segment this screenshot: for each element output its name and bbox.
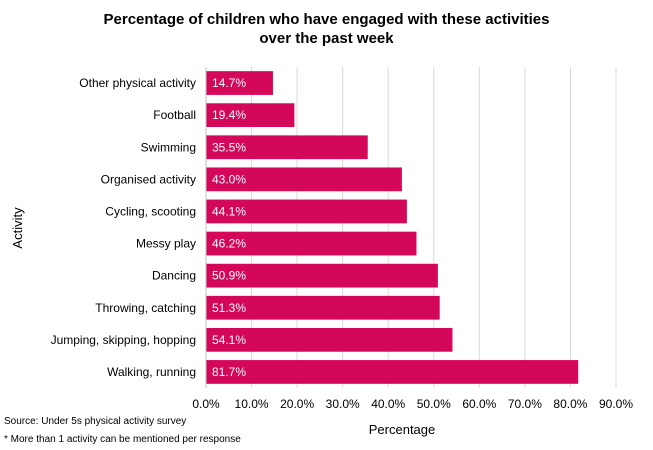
category-label: Organised activity bbox=[101, 172, 196, 186]
x-tick-label: 20.0% bbox=[280, 397, 314, 411]
source-note: Source: Under 5s physical activity surve… bbox=[4, 416, 187, 427]
x-tick-label: 40.0% bbox=[371, 397, 405, 411]
bar bbox=[206, 103, 295, 128]
chart-title: Percentage of children who have engaged … bbox=[0, 10, 653, 48]
bar bbox=[206, 199, 407, 224]
x-tick-label: 50.0% bbox=[417, 397, 451, 411]
bar bbox=[206, 295, 440, 320]
bar-value-label: 35.5% bbox=[212, 140, 246, 154]
x-tick-label: 90.0% bbox=[599, 397, 633, 411]
bar bbox=[206, 71, 273, 95]
category-label: Jumping, skipping, hopping bbox=[51, 333, 196, 347]
bar-value-label: 81.7% bbox=[212, 365, 246, 379]
bar-value-label: 54.1% bbox=[212, 333, 246, 347]
bar-value-label: 14.7% bbox=[212, 76, 246, 90]
bar bbox=[206, 263, 438, 288]
bar-value-label: 46.2% bbox=[212, 237, 246, 251]
bar-value-label: 50.9% bbox=[212, 269, 246, 283]
chart-title-line-2: over the past week bbox=[259, 30, 394, 47]
category-label: Dancing bbox=[152, 269, 196, 283]
category-label: Throwing, catching bbox=[95, 301, 196, 315]
bar bbox=[206, 360, 579, 384]
x-tick-label: 10.0% bbox=[235, 397, 269, 411]
x-tick-label: 30.0% bbox=[326, 397, 360, 411]
response-note: * More than 1 activity can be mentioned … bbox=[4, 434, 241, 445]
x-tick-label: 80.0% bbox=[553, 397, 587, 411]
y-axis-title: Activity bbox=[10, 207, 25, 249]
bar bbox=[206, 327, 453, 352]
category-label: Football bbox=[153, 108, 196, 122]
category-label: Swimming bbox=[141, 140, 196, 154]
bar bbox=[206, 167, 402, 192]
x-axis-title: Percentage bbox=[369, 422, 436, 437]
bar-value-label: 19.4% bbox=[212, 108, 246, 122]
category-label: Cycling, scooting bbox=[105, 204, 196, 218]
chart-title-line-1: Percentage of children who have engaged … bbox=[103, 11, 550, 28]
bar-value-label: 44.1% bbox=[212, 204, 246, 218]
x-tick-label: 70.0% bbox=[508, 397, 542, 411]
category-label: Messy play bbox=[136, 237, 196, 251]
bar bbox=[206, 135, 368, 160]
category-label: Walking, running bbox=[107, 365, 196, 379]
bar-value-label: 43.0% bbox=[212, 172, 246, 186]
bar bbox=[206, 231, 417, 256]
x-tick-label: 60.0% bbox=[462, 397, 496, 411]
bar-value-label: 51.3% bbox=[212, 301, 246, 315]
x-tick-label: 0.0% bbox=[192, 397, 220, 411]
category-label: Other physical activity bbox=[79, 76, 196, 90]
